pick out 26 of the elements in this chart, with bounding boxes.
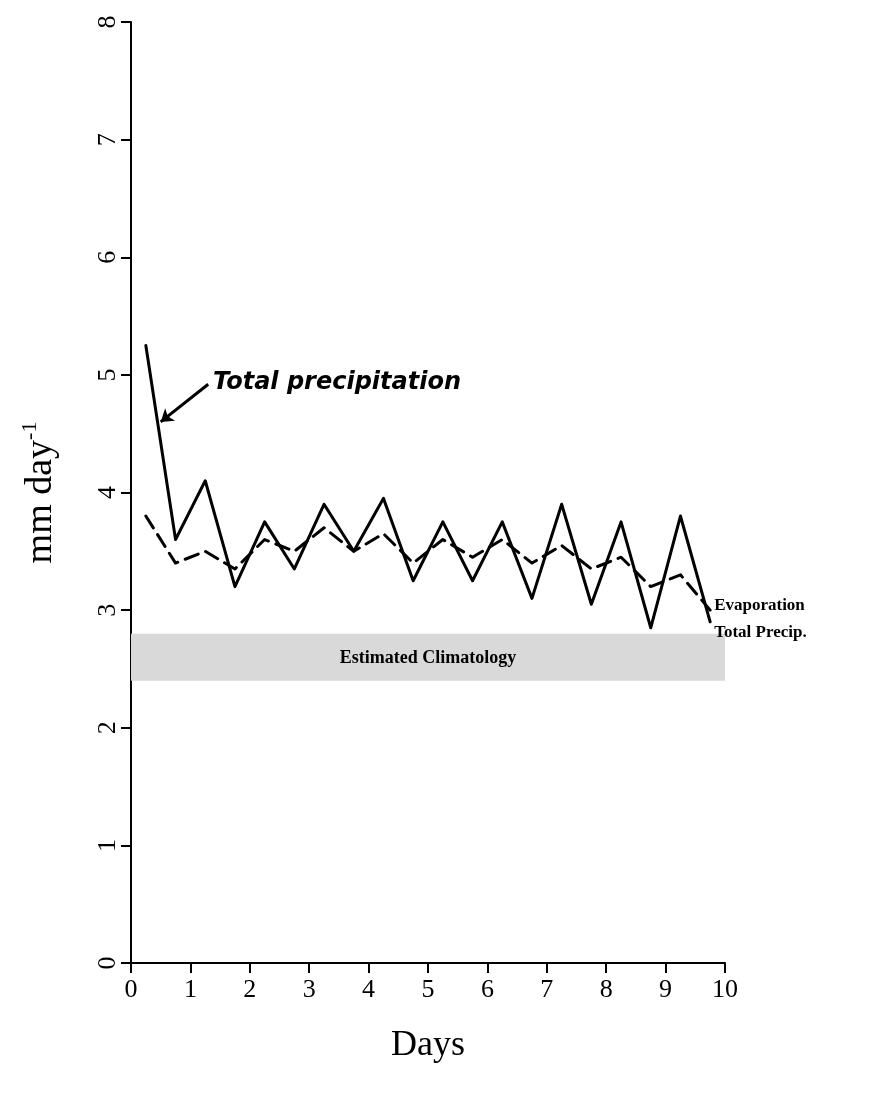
x-tick-label: 5	[421, 973, 435, 1003]
x-tick-label: 10	[712, 973, 738, 1003]
y-tick-label: 8	[91, 15, 121, 29]
y-tick-label: 4	[91, 486, 121, 499]
y-axis-title: mm day-1	[15, 421, 59, 564]
x-tick-label: 1	[183, 973, 197, 1003]
y-tick-label: 2	[91, 721, 121, 735]
x-tick-label: 2	[243, 973, 257, 1003]
series-label: Evaporation	[714, 594, 806, 614]
annotation: Total precipitation	[212, 366, 462, 395]
y-tick-label: 1	[91, 838, 121, 852]
y-tick-label: 6	[91, 250, 121, 264]
x-tick-label: 7	[540, 973, 554, 1003]
band-label: Estimated Climatology	[339, 647, 517, 668]
series-label: Total Precip.	[714, 622, 807, 642]
y-tick-label: 7	[91, 133, 121, 147]
y-tick-label: 5	[91, 368, 121, 382]
x-tick-label: 8	[599, 973, 613, 1003]
y-tick-label: 3	[91, 603, 121, 617]
x-tick-label: 6	[480, 973, 494, 1003]
x-tick-label: 9	[659, 973, 673, 1003]
x-tick-label: 3	[302, 973, 316, 1003]
line-series	[144, 343, 712, 630]
x-tick-label: 4	[362, 973, 376, 1003]
x-axis-title: Days	[391, 1023, 465, 1063]
y-tick-label: 0	[91, 956, 121, 970]
